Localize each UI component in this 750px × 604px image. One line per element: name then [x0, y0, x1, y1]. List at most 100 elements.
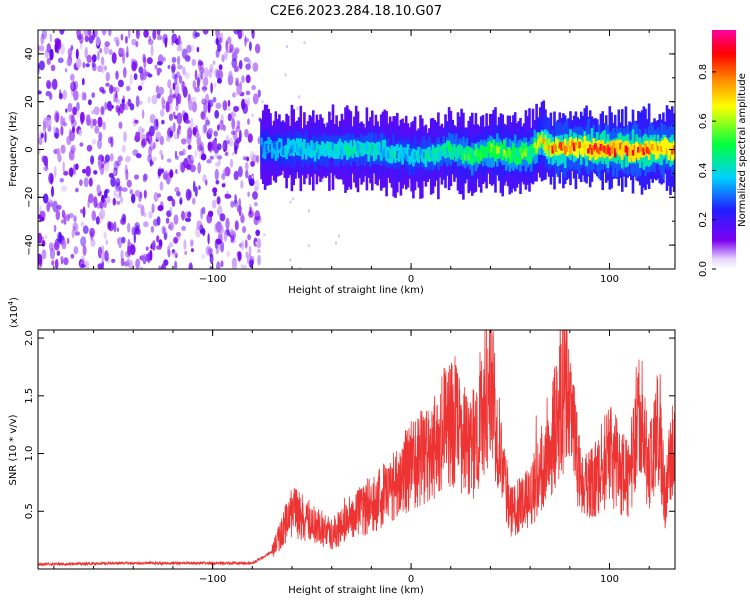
heatmap-cell	[272, 141, 276, 149]
heatmap-cell	[379, 147, 383, 153]
heatmap-cell	[166, 158, 172, 163]
heatmap-cell	[462, 152, 465, 160]
heatmap-cell	[220, 241, 225, 253]
heatmap-cell	[306, 142, 310, 154]
heatmap-cell	[178, 151, 184, 156]
heatmap-cell	[141, 138, 147, 147]
heatmap-cell	[48, 242, 54, 252]
heatmap-cell	[187, 211, 192, 219]
heatmap-cell	[251, 175, 254, 179]
heatmap-cell	[119, 48, 125, 55]
heatmap-cell	[233, 92, 238, 97]
heatmap-cell	[547, 138, 551, 150]
heatmap-cell	[89, 227, 95, 238]
heatmap-cell	[649, 144, 653, 151]
heatmap-cell	[80, 111, 85, 123]
heatmap-cell	[225, 217, 230, 230]
heatmap-cell	[201, 253, 205, 259]
heatmap-cell	[267, 137, 270, 153]
heatmap-cell	[567, 141, 570, 155]
heatmap-cell	[265, 143, 269, 153]
heatmap-cell	[292, 197, 295, 201]
heatmap-cell	[125, 169, 129, 181]
heatmap-cell	[232, 260, 237, 269]
spectrogram-xlabel: Height of straight line (km)	[288, 285, 424, 296]
heatmap-cell	[603, 145, 606, 153]
heatmap-cell	[125, 155, 131, 161]
heatmap-cell	[190, 239, 194, 247]
heatmap-cell	[178, 123, 181, 135]
heatmap-cell	[194, 87, 200, 93]
heatmap-cell	[115, 70, 119, 80]
heatmap-cell	[174, 82, 180, 94]
y-tick-label: 1.0	[24, 446, 35, 462]
y-tick-label: 20	[24, 95, 35, 108]
heatmap-cell	[248, 174, 253, 183]
heatmap-cell	[310, 150, 313, 156]
heatmap-cell	[549, 147, 553, 157]
heatmap-cell	[247, 133, 253, 143]
heatmap-cell	[230, 111, 235, 119]
heatmap-cell	[123, 67, 127, 78]
heatmap-cell	[637, 147, 640, 153]
heatmap-cell	[201, 85, 207, 93]
heatmap-cell	[100, 106, 105, 115]
heatmap-cell	[472, 153, 476, 159]
heatmap-cell	[503, 149, 506, 156]
heatmap-cell	[161, 225, 166, 235]
heatmap-cell	[233, 105, 239, 113]
heatmap-cell	[203, 124, 207, 134]
heatmap-cell	[240, 212, 245, 224]
heatmap-cell	[556, 145, 560, 151]
heatmap-cell	[592, 144, 595, 152]
heatmap-cell	[117, 79, 124, 88]
heatmap-cell	[287, 138, 290, 154]
heatmap-cell	[76, 110, 80, 118]
heatmap-cell	[113, 86, 120, 93]
heatmap-cell	[60, 255, 64, 262]
heatmap-cell	[127, 30, 131, 39]
heatmap-cell	[233, 139, 239, 151]
heatmap-cell	[271, 143, 274, 153]
heatmap-cell	[139, 191, 143, 199]
heatmap-cell	[131, 61, 137, 72]
heatmap-cell	[82, 61, 86, 69]
heatmap-cell	[74, 80, 78, 91]
heatmap-cell	[631, 149, 635, 156]
heatmap-cell	[365, 142, 369, 152]
heatmap-cell	[526, 148, 529, 155]
heatmap-cell	[120, 258, 125, 267]
heatmap-cell	[84, 46, 88, 59]
heatmap-cell	[512, 143, 515, 159]
heatmap-cell	[97, 263, 103, 269]
heatmap-cell	[376, 144, 379, 151]
heatmap-cell	[463, 147, 467, 159]
heatmap-cell	[236, 120, 241, 129]
heatmap-cell	[174, 150, 178, 158]
heatmap-cell	[162, 172, 169, 180]
heatmap-cell	[173, 133, 179, 140]
heatmap-cell	[174, 73, 178, 86]
heatmap-cell	[129, 244, 136, 256]
heatmap-cell	[226, 190, 229, 194]
colorbar-tick-label: 0.0	[698, 261, 709, 277]
heatmap-cell	[167, 79, 172, 89]
heatmap-cell	[558, 143, 562, 155]
heatmap-cell	[170, 125, 174, 131]
heatmap-cell	[344, 143, 347, 151]
heatmap-cell	[615, 147, 619, 153]
colorbar-tick-label: 0.2	[698, 212, 709, 228]
heatmap-cell	[88, 99, 92, 106]
heatmap-cell	[496, 146, 499, 155]
heatmap-cell	[219, 119, 224, 131]
heatmap-cell	[150, 225, 155, 233]
heatmap-cell	[594, 142, 597, 161]
heatmap-cell	[542, 138, 545, 144]
heatmap-cell	[232, 152, 235, 156]
heatmap-cell	[49, 92, 53, 100]
heatmap-cell	[93, 106, 100, 115]
heatmap-cell	[217, 205, 223, 215]
heatmap-cell	[50, 64, 56, 72]
heatmap-cell	[41, 30, 47, 40]
heatmap-cell	[306, 149, 310, 156]
